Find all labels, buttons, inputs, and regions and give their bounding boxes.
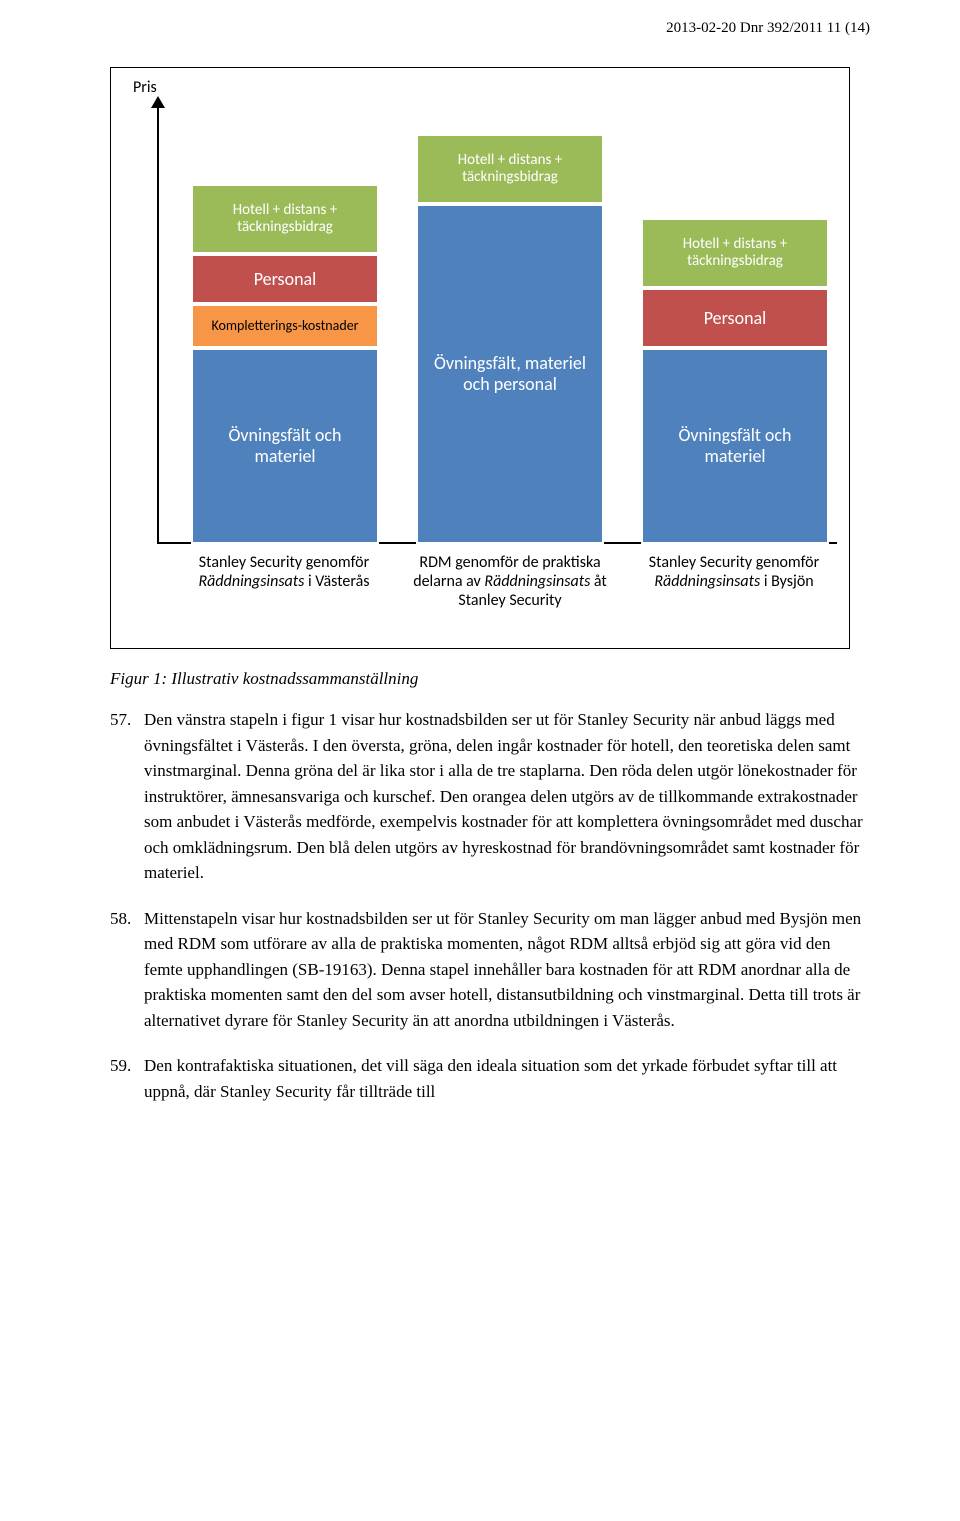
y-axis-line	[157, 102, 159, 544]
paragraph-text: Den vänstra stapeln i figur 1 visar hur …	[144, 707, 870, 886]
bar-segment: Kompletterings-kostnader	[191, 304, 379, 348]
chart-area: Pris Hotell + distans + täckningsbidragP…	[121, 78, 829, 638]
bar-segment: Hotell + distans + täckningsbidrag	[416, 134, 604, 204]
bar-column-2: Hotell + distans + täckningsbidragPerson…	[641, 218, 829, 544]
bar-segment: Övningsfält och materiel	[641, 348, 829, 544]
paragraph: 57.Den vänstra stapeln i figur 1 visar h…	[110, 707, 870, 886]
paragraph: 59.Den kontrafaktiska situationen, det v…	[110, 1053, 870, 1104]
bar-segment: Personal	[191, 254, 379, 304]
column-label: Stanley Security genomför Räddningsinsat…	[179, 553, 389, 591]
paragraph-number: 58.	[110, 906, 144, 1034]
page: 2013-02-20 Dnr 392/2011 11 (14) Pris Hot…	[0, 0, 960, 1164]
paragraph-number: 57.	[110, 707, 144, 886]
paragraph-text: Mittenstapeln visar hur kostnadsbilden s…	[144, 906, 870, 1034]
bar-segment: Hotell + distans + täckningsbidrag	[191, 184, 379, 254]
paragraph: 58.Mittenstapeln visar hur kostnadsbilde…	[110, 906, 870, 1034]
y-axis-label: Pris	[133, 78, 157, 97]
bar-column-1: Hotell + distans + täckningsbidragÖvning…	[416, 134, 604, 544]
page-header: 2013-02-20 Dnr 392/2011 11 (14)	[110, 20, 870, 37]
bar-segment: Hotell + distans + täckningsbidrag	[641, 218, 829, 288]
column-label: RDM genomför de praktiska delarna av Räd…	[405, 553, 615, 611]
bar-segment: Övningsfält, materiel och personal	[416, 204, 604, 544]
bar-segment: Övningsfält och materiel	[191, 348, 379, 544]
figure-caption: Figur 1: Illustrativ kostnadssammanställ…	[110, 669, 870, 689]
chart-container: Pris Hotell + distans + täckningsbidragP…	[110, 67, 850, 649]
paragraph-text: Den kontrafaktiska situationen, det vill…	[144, 1053, 870, 1104]
paragraph-number: 59.	[110, 1053, 144, 1104]
column-label: Stanley Security genomför Räddningsinsat…	[629, 553, 839, 591]
bar-segment: Personal	[641, 288, 829, 348]
bar-column-0: Hotell + distans + täckningsbidragPerson…	[191, 184, 379, 544]
